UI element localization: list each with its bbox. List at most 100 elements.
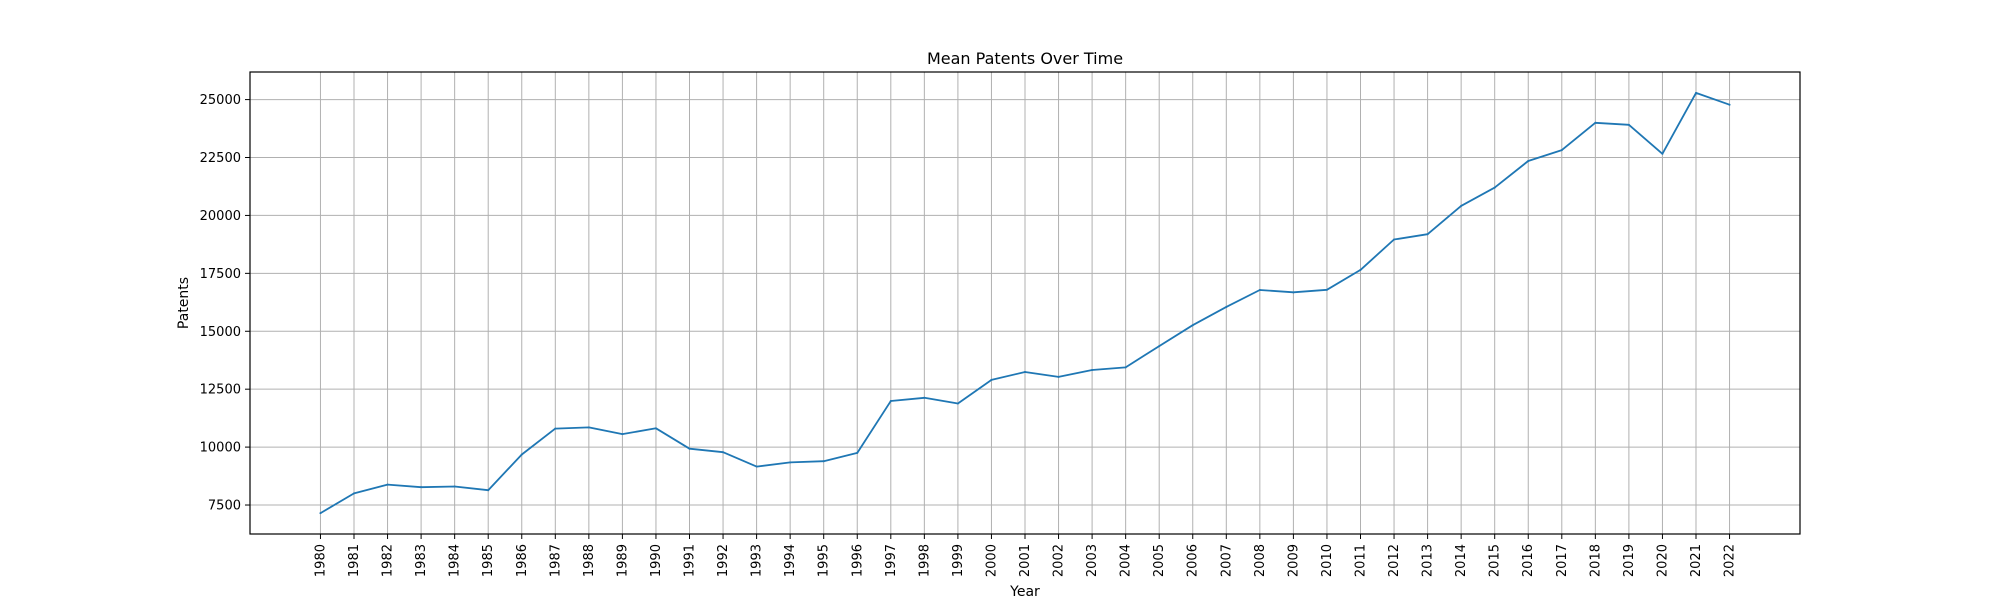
- y-tick-label: 7500: [208, 499, 241, 514]
- y-tick-label: 22500: [200, 151, 241, 166]
- data-point: [990, 379, 992, 381]
- data-point: [1427, 233, 1429, 235]
- x-tick-label: 1987: [548, 544, 563, 577]
- x-tick-label: 1984: [448, 544, 463, 577]
- y-tick-label: 25000: [200, 93, 241, 108]
- data-point: [454, 485, 456, 487]
- x-axis-label: Year: [1009, 584, 1040, 600]
- data-point: [1158, 345, 1160, 347]
- x-tick-label: 2021: [1689, 544, 1704, 577]
- data-point: [588, 426, 590, 428]
- x-tick-label: 2003: [1085, 544, 1100, 577]
- data-point: [1125, 366, 1127, 368]
- x-tick-label: 2018: [1588, 544, 1603, 577]
- y-tick-label: 12500: [200, 383, 241, 398]
- x-tick-label: 1998: [917, 544, 932, 577]
- data-point: [1024, 371, 1026, 373]
- data-point: [1259, 289, 1261, 291]
- data-point: [923, 397, 925, 399]
- data-point: [1460, 205, 1462, 207]
- y-tick-label: 17500: [200, 267, 241, 282]
- x-tick-label: 2022: [1723, 544, 1738, 577]
- chart-title: Mean Patents Over Time: [927, 49, 1123, 68]
- x-tick-label: 1980: [313, 544, 328, 577]
- x-tick-label: 1997: [884, 544, 899, 577]
- data-point: [554, 428, 556, 430]
- x-tick-label: 1994: [783, 544, 798, 577]
- x-tick-label: 1996: [850, 544, 865, 577]
- y-tick-label: 15000: [200, 325, 241, 340]
- x-tick-label: 2020: [1655, 544, 1670, 577]
- data-point: [756, 466, 758, 468]
- data-point: [1695, 92, 1697, 94]
- x-tick-label: 1981: [347, 544, 362, 577]
- data-point: [1091, 369, 1093, 371]
- data-point: [957, 403, 959, 405]
- data-point: [1292, 291, 1294, 293]
- data-point: [1527, 160, 1529, 162]
- data-point: [823, 460, 825, 462]
- x-tick-label: 2017: [1555, 544, 1570, 577]
- data-point: [789, 461, 791, 463]
- x-tick-label: 1992: [716, 544, 731, 577]
- data-point: [1561, 149, 1563, 151]
- x-tick-label: 2015: [1488, 544, 1503, 577]
- y-tick-label: 20000: [200, 209, 241, 224]
- x-tick-label: 1982: [381, 544, 396, 577]
- x-ticks: 1980 1981 1982 1983 1984 1985 1986 1987 1988 1989…: [313, 534, 1737, 577]
- data-point: [387, 484, 389, 486]
- x-tick-label: 1991: [683, 544, 698, 577]
- x-tick-label: 2005: [1152, 544, 1167, 577]
- data-point: [319, 512, 321, 514]
- data-point: [856, 452, 858, 454]
- data-point: [689, 448, 691, 450]
- x-tick-label: 1999: [951, 544, 966, 577]
- data-point: [1393, 239, 1395, 241]
- x-tick-label: 2001: [1018, 544, 1033, 577]
- data-point: [1225, 306, 1227, 308]
- x-tick-label: 2012: [1387, 544, 1402, 577]
- grid: [250, 72, 1800, 534]
- data-point: [1494, 187, 1496, 189]
- x-tick-label: 1988: [582, 544, 597, 577]
- x-tick-label: 2002: [1052, 544, 1067, 577]
- data-point: [1359, 269, 1361, 271]
- x-tick-label: 2006: [1186, 544, 1201, 577]
- x-tick-label: 1993: [750, 544, 765, 577]
- data-point: [1326, 289, 1328, 291]
- x-tick-label: 2010: [1320, 544, 1335, 577]
- x-tick-label: 2000: [984, 544, 999, 577]
- data-point: [722, 451, 724, 453]
- x-tick-label: 1995: [817, 544, 832, 577]
- y-tick-label: 10000: [200, 441, 241, 456]
- x-tick-label: 1985: [481, 544, 496, 577]
- data-point: [1594, 122, 1596, 124]
- data-point: [521, 454, 523, 456]
- y-axis-label: Patents: [176, 277, 192, 329]
- data-point: [1661, 153, 1663, 155]
- data-point: [655, 427, 657, 429]
- data-point: [1628, 124, 1630, 126]
- x-tick-label: 2009: [1286, 544, 1301, 577]
- x-tick-label: 2007: [1219, 544, 1234, 577]
- y-ticks: 7500 10000 12500 15000 17500 20000 22500 25000: [200, 93, 250, 513]
- x-tick-label: 1986: [515, 544, 530, 577]
- x-tick-label: 1989: [615, 544, 630, 577]
- x-tick-label: 1990: [649, 544, 664, 577]
- data-point: [1192, 324, 1194, 326]
- data-point: [1058, 376, 1060, 378]
- data-point: [890, 400, 892, 402]
- x-tick-label: 1983: [414, 544, 429, 577]
- x-tick-label: 2014: [1454, 544, 1469, 577]
- data-point: [1729, 104, 1731, 106]
- data-point: [353, 492, 355, 494]
- data-point: [621, 433, 623, 435]
- data-point: [487, 489, 489, 491]
- x-tick-label: 2008: [1253, 544, 1268, 577]
- data-point: [420, 486, 422, 488]
- x-tick-label: 2013: [1421, 544, 1436, 577]
- x-tick-label: 2016: [1521, 544, 1536, 577]
- x-tick-label: 2004: [1119, 544, 1134, 577]
